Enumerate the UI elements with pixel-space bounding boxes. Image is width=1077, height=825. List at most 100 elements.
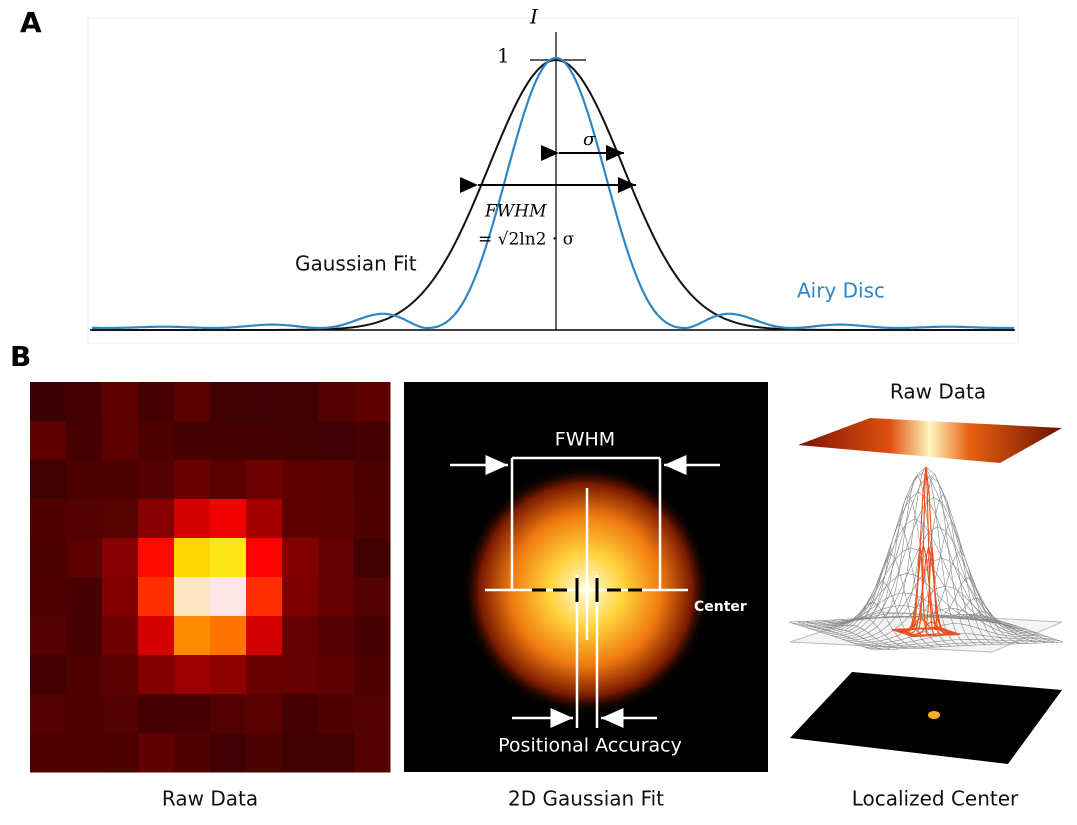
- pixel: [354, 577, 391, 617]
- pixel: [174, 382, 211, 422]
- pixel: [282, 421, 319, 461]
- pixel: [174, 538, 211, 578]
- pixel: [318, 499, 355, 539]
- pixel: [102, 733, 139, 773]
- pixel: [174, 616, 211, 656]
- top-label: Raw Data: [890, 380, 986, 404]
- pixel: [30, 616, 67, 656]
- pixel: [210, 616, 247, 656]
- fwhm-label: FWHM: [555, 429, 615, 451]
- pixel: [282, 577, 319, 617]
- gaussian-label: Gaussian Fit: [295, 252, 417, 276]
- sigma-label: σ: [583, 129, 596, 150]
- pixel: [66, 460, 103, 500]
- pixel: [318, 577, 355, 617]
- pixel: [354, 538, 391, 578]
- pixel: [102, 421, 139, 461]
- pixel: [138, 382, 175, 422]
- center-label: Center: [694, 599, 747, 615]
- pixel: [210, 421, 247, 461]
- raw-plate: [798, 418, 1062, 463]
- fwhm-label: FWHM: [484, 202, 547, 222]
- airy-label: Airy Disc: [797, 279, 885, 303]
- pixel: [174, 694, 211, 734]
- pixel: [102, 694, 139, 734]
- pixel: [318, 538, 355, 578]
- pixel: [246, 382, 283, 422]
- pixel: [282, 538, 319, 578]
- pixel: [30, 421, 67, 461]
- pixel: [138, 499, 175, 539]
- pixel: [318, 733, 355, 773]
- pixel: [30, 538, 67, 578]
- center-dot: [928, 711, 940, 719]
- pixel: [354, 733, 391, 773]
- pixel: [246, 616, 283, 656]
- fwhm-formula: = √2ln2 · σ: [478, 230, 575, 250]
- pixel: [66, 538, 103, 578]
- pixel: [66, 616, 103, 656]
- pixel: [246, 694, 283, 734]
- caption: Raw Data: [162, 787, 258, 811]
- pixel: [102, 538, 139, 578]
- panel-label: B: [10, 340, 31, 373]
- pixel: [102, 382, 139, 422]
- pixel: [102, 577, 139, 617]
- pixel: [66, 577, 103, 617]
- pixel: [174, 499, 211, 539]
- pixel: [246, 655, 283, 695]
- pixel: [354, 382, 391, 422]
- result-plate: [790, 672, 1062, 764]
- pixel: [246, 499, 283, 539]
- pixel: [66, 733, 103, 773]
- mesh-line: [831, 467, 1021, 635]
- pixel: [246, 460, 283, 500]
- pixel: [30, 499, 67, 539]
- pixel: [174, 460, 211, 500]
- pixel: [30, 694, 67, 734]
- pixel: [354, 499, 391, 539]
- caption: Localized Center: [852, 787, 1019, 811]
- pixel: [210, 577, 247, 617]
- panel-label: A: [20, 6, 42, 39]
- pixel: [66, 655, 103, 695]
- pixel: [246, 421, 283, 461]
- pixel: [102, 655, 139, 695]
- pixel: [318, 655, 355, 695]
- pixel: [30, 733, 67, 773]
- accuracy-label: Positional Accuracy: [498, 735, 682, 757]
- pixel: [138, 421, 175, 461]
- pixel: [102, 460, 139, 500]
- pixel: [210, 694, 247, 734]
- pixel: [174, 577, 211, 617]
- pixel: [174, 421, 211, 461]
- pixel: [30, 655, 67, 695]
- pixel: [138, 733, 175, 773]
- pixel: [282, 460, 319, 500]
- pixel: [318, 694, 355, 734]
- pixel: [30, 382, 67, 422]
- raw-heatmap: [30, 382, 391, 773]
- pixel: [210, 499, 247, 539]
- axis-label: I: [529, 5, 539, 29]
- pixel: [282, 694, 319, 734]
- pixel: [282, 733, 319, 773]
- pixel: [66, 694, 103, 734]
- pixel: [246, 733, 283, 773]
- pixel: [210, 382, 247, 422]
- pixel: [210, 655, 247, 695]
- pixel: [30, 577, 67, 617]
- pixel: [174, 733, 211, 773]
- pixel: [318, 382, 355, 422]
- pixel: [174, 655, 211, 695]
- pixel: [354, 655, 391, 695]
- pixel: [246, 577, 283, 617]
- pixel: [210, 733, 247, 773]
- pixel: [318, 460, 355, 500]
- pixel: [318, 421, 355, 461]
- pixel: [66, 499, 103, 539]
- pixel: [66, 421, 103, 461]
- pixel: [354, 460, 391, 500]
- pixel: [138, 655, 175, 695]
- pixel: [138, 694, 175, 734]
